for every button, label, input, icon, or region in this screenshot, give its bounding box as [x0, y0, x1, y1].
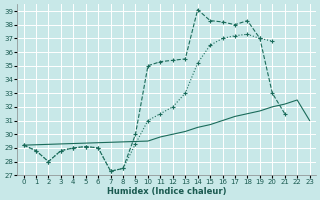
X-axis label: Humidex (Indice chaleur): Humidex (Indice chaleur): [107, 187, 226, 196]
